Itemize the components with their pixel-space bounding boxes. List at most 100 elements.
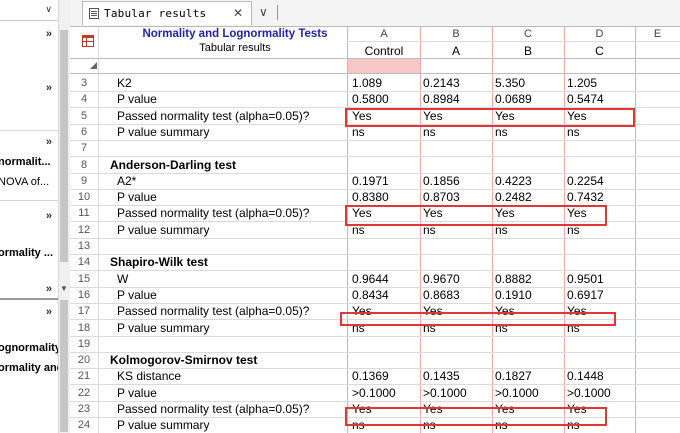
table-cell[interactable]: 0.9501	[567, 272, 604, 286]
close-icon[interactable]: ✕	[233, 6, 244, 20]
table-cell[interactable]: 0.1369	[352, 369, 389, 383]
navigator-item[interactable]: NOVA of...	[0, 176, 50, 188]
scrollbar-thumb[interactable]	[60, 30, 68, 262]
expand-chevron-icon[interactable]: »	[45, 82, 52, 94]
row-number[interactable]: 22	[77, 387, 91, 399]
table-cell[interactable]: 0.1856	[423, 174, 460, 188]
table-cell[interactable]: >0.1000	[567, 386, 611, 400]
table-cell[interactable]: 0.1448	[567, 369, 604, 383]
row-number[interactable]: 16	[77, 289, 91, 301]
table-cell[interactable]: Yes	[352, 109, 372, 123]
table-cell[interactable]: 0.1435	[423, 369, 460, 383]
selected-cell[interactable]	[348, 59, 420, 73]
column-title-c[interactable]: C	[595, 44, 604, 58]
table-cell[interactable]: ns	[352, 125, 365, 139]
table-cell[interactable]: Yes	[352, 206, 372, 220]
table-cell[interactable]: 1.205	[567, 76, 598, 90]
table-cell[interactable]: >0.1000	[495, 386, 539, 400]
row-number[interactable]: 6	[80, 126, 88, 138]
table-cell[interactable]: ns	[352, 223, 365, 237]
row-number[interactable]: 3	[80, 77, 88, 89]
table-cell[interactable]: 0.5800	[352, 92, 389, 106]
table-cell[interactable]: 0.9644	[352, 272, 389, 286]
row-number[interactable]: 18	[77, 322, 91, 334]
expand-chevron-icon[interactable]: »	[45, 136, 52, 148]
table-cell[interactable]: 0.8683	[423, 288, 460, 302]
row-number[interactable]: 24	[77, 419, 91, 431]
row-number[interactable]: 14	[77, 256, 91, 268]
table-cell[interactable]: Yes	[495, 304, 515, 318]
expand-chevron-icon[interactable]: »	[45, 306, 52, 318]
column-title-control[interactable]: Control	[364, 44, 404, 58]
row-number[interactable]: 15	[77, 273, 91, 285]
pane-splitter[interactable]	[0, 298, 58, 300]
table-cell[interactable]: 0.5474	[567, 92, 604, 106]
table-cell[interactable]: Yes	[423, 402, 443, 416]
column-title-a[interactable]: A	[451, 44, 460, 58]
table-cell[interactable]: 0.6917	[567, 288, 604, 302]
table-cell[interactable]: Yes	[423, 304, 443, 318]
table-cell[interactable]: 0.7432	[567, 190, 604, 204]
row-number[interactable]: 19	[77, 338, 91, 350]
table-cell[interactable]: Yes	[567, 304, 587, 318]
row-number[interactable]: 4	[80, 93, 88, 105]
navigator-item[interactable]: normalit...	[0, 156, 51, 168]
expand-chevron-icon[interactable]: »	[45, 210, 52, 222]
row-number[interactable]: 8	[80, 159, 88, 171]
table-cell[interactable]: ns	[423, 223, 436, 237]
table-cell[interactable]: 0.1827	[495, 369, 532, 383]
table-cell[interactable]: 0.1971	[352, 174, 389, 188]
table-cell[interactable]: Yes	[352, 304, 372, 318]
scrollbar-thumb[interactable]	[60, 300, 68, 432]
row-number[interactable]: 23	[77, 403, 91, 415]
table-cell[interactable]: 5.350	[495, 76, 526, 90]
table-cell[interactable]: Yes	[352, 402, 372, 416]
table-cell[interactable]: 0.4223	[495, 174, 532, 188]
table-cell[interactable]: ns	[567, 223, 580, 237]
table-cell[interactable]: 0.2482	[495, 190, 532, 204]
table-cell[interactable]: >0.1000	[352, 386, 396, 400]
table-cell[interactable]: ns	[495, 223, 508, 237]
table-cell[interactable]: 0.8703	[423, 190, 460, 204]
table-cell[interactable]: 0.2143	[423, 76, 460, 90]
table-cell[interactable]: 0.8380	[352, 190, 389, 204]
table-cell[interactable]: 0.8984	[423, 92, 460, 106]
column-letter-a[interactable]: A	[380, 28, 388, 40]
table-cell[interactable]: 0.0689	[495, 92, 532, 106]
tab-tabular-results[interactable]: Tabular results ✕	[82, 1, 252, 25]
row-number[interactable]: 9	[80, 175, 88, 187]
table-cell[interactable]: Yes	[567, 402, 587, 416]
row-number[interactable]: 7	[80, 142, 88, 154]
table-cell[interactable]: Yes	[423, 206, 443, 220]
table-cell[interactable]: 0.1910	[495, 288, 532, 302]
table-cell[interactable]: Yes	[567, 206, 587, 220]
column-letter-d[interactable]: D	[595, 28, 604, 40]
table-cell[interactable]: Yes	[495, 109, 515, 123]
table-cell[interactable]: ns	[567, 125, 580, 139]
table-cell[interactable]: ns	[423, 125, 436, 139]
table-cell[interactable]: 0.8882	[495, 272, 532, 286]
row-number[interactable]: 5	[80, 110, 88, 122]
table-cell[interactable]: ns	[495, 125, 508, 139]
column-letter-e[interactable]: E	[653, 28, 662, 40]
table-cell[interactable]: 0.8434	[352, 288, 389, 302]
row-number[interactable]: 10	[77, 191, 91, 203]
row-number[interactable]: 17	[77, 305, 91, 317]
table-cell[interactable]: Yes	[495, 206, 515, 220]
table-cell[interactable]: >0.1000	[423, 386, 467, 400]
navigator-item[interactable]: ognormality T	[0, 342, 58, 354]
column-letter-b[interactable]: B	[452, 28, 460, 40]
navigator-item[interactable]: ormality ...	[0, 247, 54, 259]
chevron-down-icon[interactable]: ∨	[45, 4, 52, 14]
tab-menu-chevron-icon[interactable]: ∨	[259, 5, 268, 19]
table-cell[interactable]: 0.9670	[423, 272, 460, 286]
table-cell[interactable]: Yes	[495, 402, 515, 416]
table-cell[interactable]: Yes	[567, 109, 587, 123]
table-cell[interactable]: 1.089	[352, 76, 383, 90]
row-number[interactable]: 12	[77, 224, 91, 236]
expand-chevron-icon[interactable]: »	[45, 28, 52, 40]
expand-chevron-icon[interactable]: »	[45, 283, 52, 295]
row-number[interactable]: 21	[77, 370, 91, 382]
row-number[interactable]: 11	[78, 207, 90, 219]
table-cell[interactable]: Yes	[423, 109, 443, 123]
